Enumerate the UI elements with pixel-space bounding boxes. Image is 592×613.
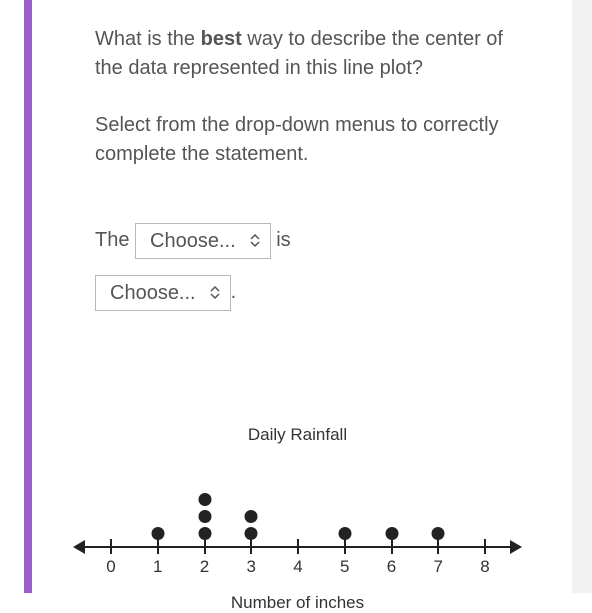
axis-tick	[391, 539, 393, 554]
left-accent-bar	[24, 0, 32, 593]
data-dot	[245, 510, 258, 523]
axis-tick-label: 5	[340, 557, 349, 577]
axis-tick-label: 2	[200, 557, 209, 577]
axis-tick-label: 3	[247, 557, 256, 577]
word-the: The	[95, 229, 129, 251]
question-prefix: What is the	[95, 28, 201, 50]
data-dot	[198, 493, 211, 506]
axis-tick-label: 1	[153, 557, 162, 577]
question-card: What is the best way to describe the cen…	[0, 0, 592, 593]
axis-tick	[250, 539, 252, 554]
axis-tick-label: 4	[293, 557, 302, 577]
right-edge-shade	[572, 0, 592, 593]
axis-tick	[344, 539, 346, 554]
axis-tick-label: 8	[480, 557, 489, 577]
chevron-updown-icon	[250, 234, 260, 247]
axis-tick-label: 7	[434, 557, 443, 577]
question-bold: best	[201, 28, 242, 50]
axis-tick	[157, 539, 159, 554]
axis-tick	[484, 539, 486, 554]
axis-tick	[110, 539, 112, 554]
question-text: What is the best way to describe the cen…	[95, 25, 510, 83]
dropdown-2[interactable]: Choose...	[95, 275, 231, 311]
x-axis-label: Number of inches	[75, 593, 520, 613]
instruction-text: Select from the drop-down menus to corre…	[95, 111, 510, 169]
content-area: What is the best way to describe the cen…	[95, 25, 510, 318]
axis-tick-label: 6	[387, 557, 396, 577]
plot-area	[75, 453, 520, 543]
period: .	[231, 281, 237, 303]
x-axis: 012345678	[75, 543, 520, 561]
dot-plot-chart: Daily Rainfall 012345678 Number of inche…	[75, 425, 520, 613]
chevron-updown-icon	[210, 286, 220, 299]
dropdown-2-label: Choose...	[110, 281, 196, 305]
dropdown-1[interactable]: Choose...	[135, 223, 271, 259]
axis-tick-label: 0	[106, 557, 115, 577]
dropdown-1-label: Choose...	[150, 229, 236, 253]
arrow-right-icon	[510, 540, 522, 554]
arrow-left-icon	[73, 540, 85, 554]
axis-tick	[204, 539, 206, 554]
data-dot	[198, 510, 211, 523]
axis-tick	[297, 539, 299, 554]
fill-statement: The Choose... is Choose... .	[95, 214, 510, 318]
axis-tick	[437, 539, 439, 554]
chart-title: Daily Rainfall	[75, 425, 520, 445]
word-is: is	[276, 229, 290, 251]
